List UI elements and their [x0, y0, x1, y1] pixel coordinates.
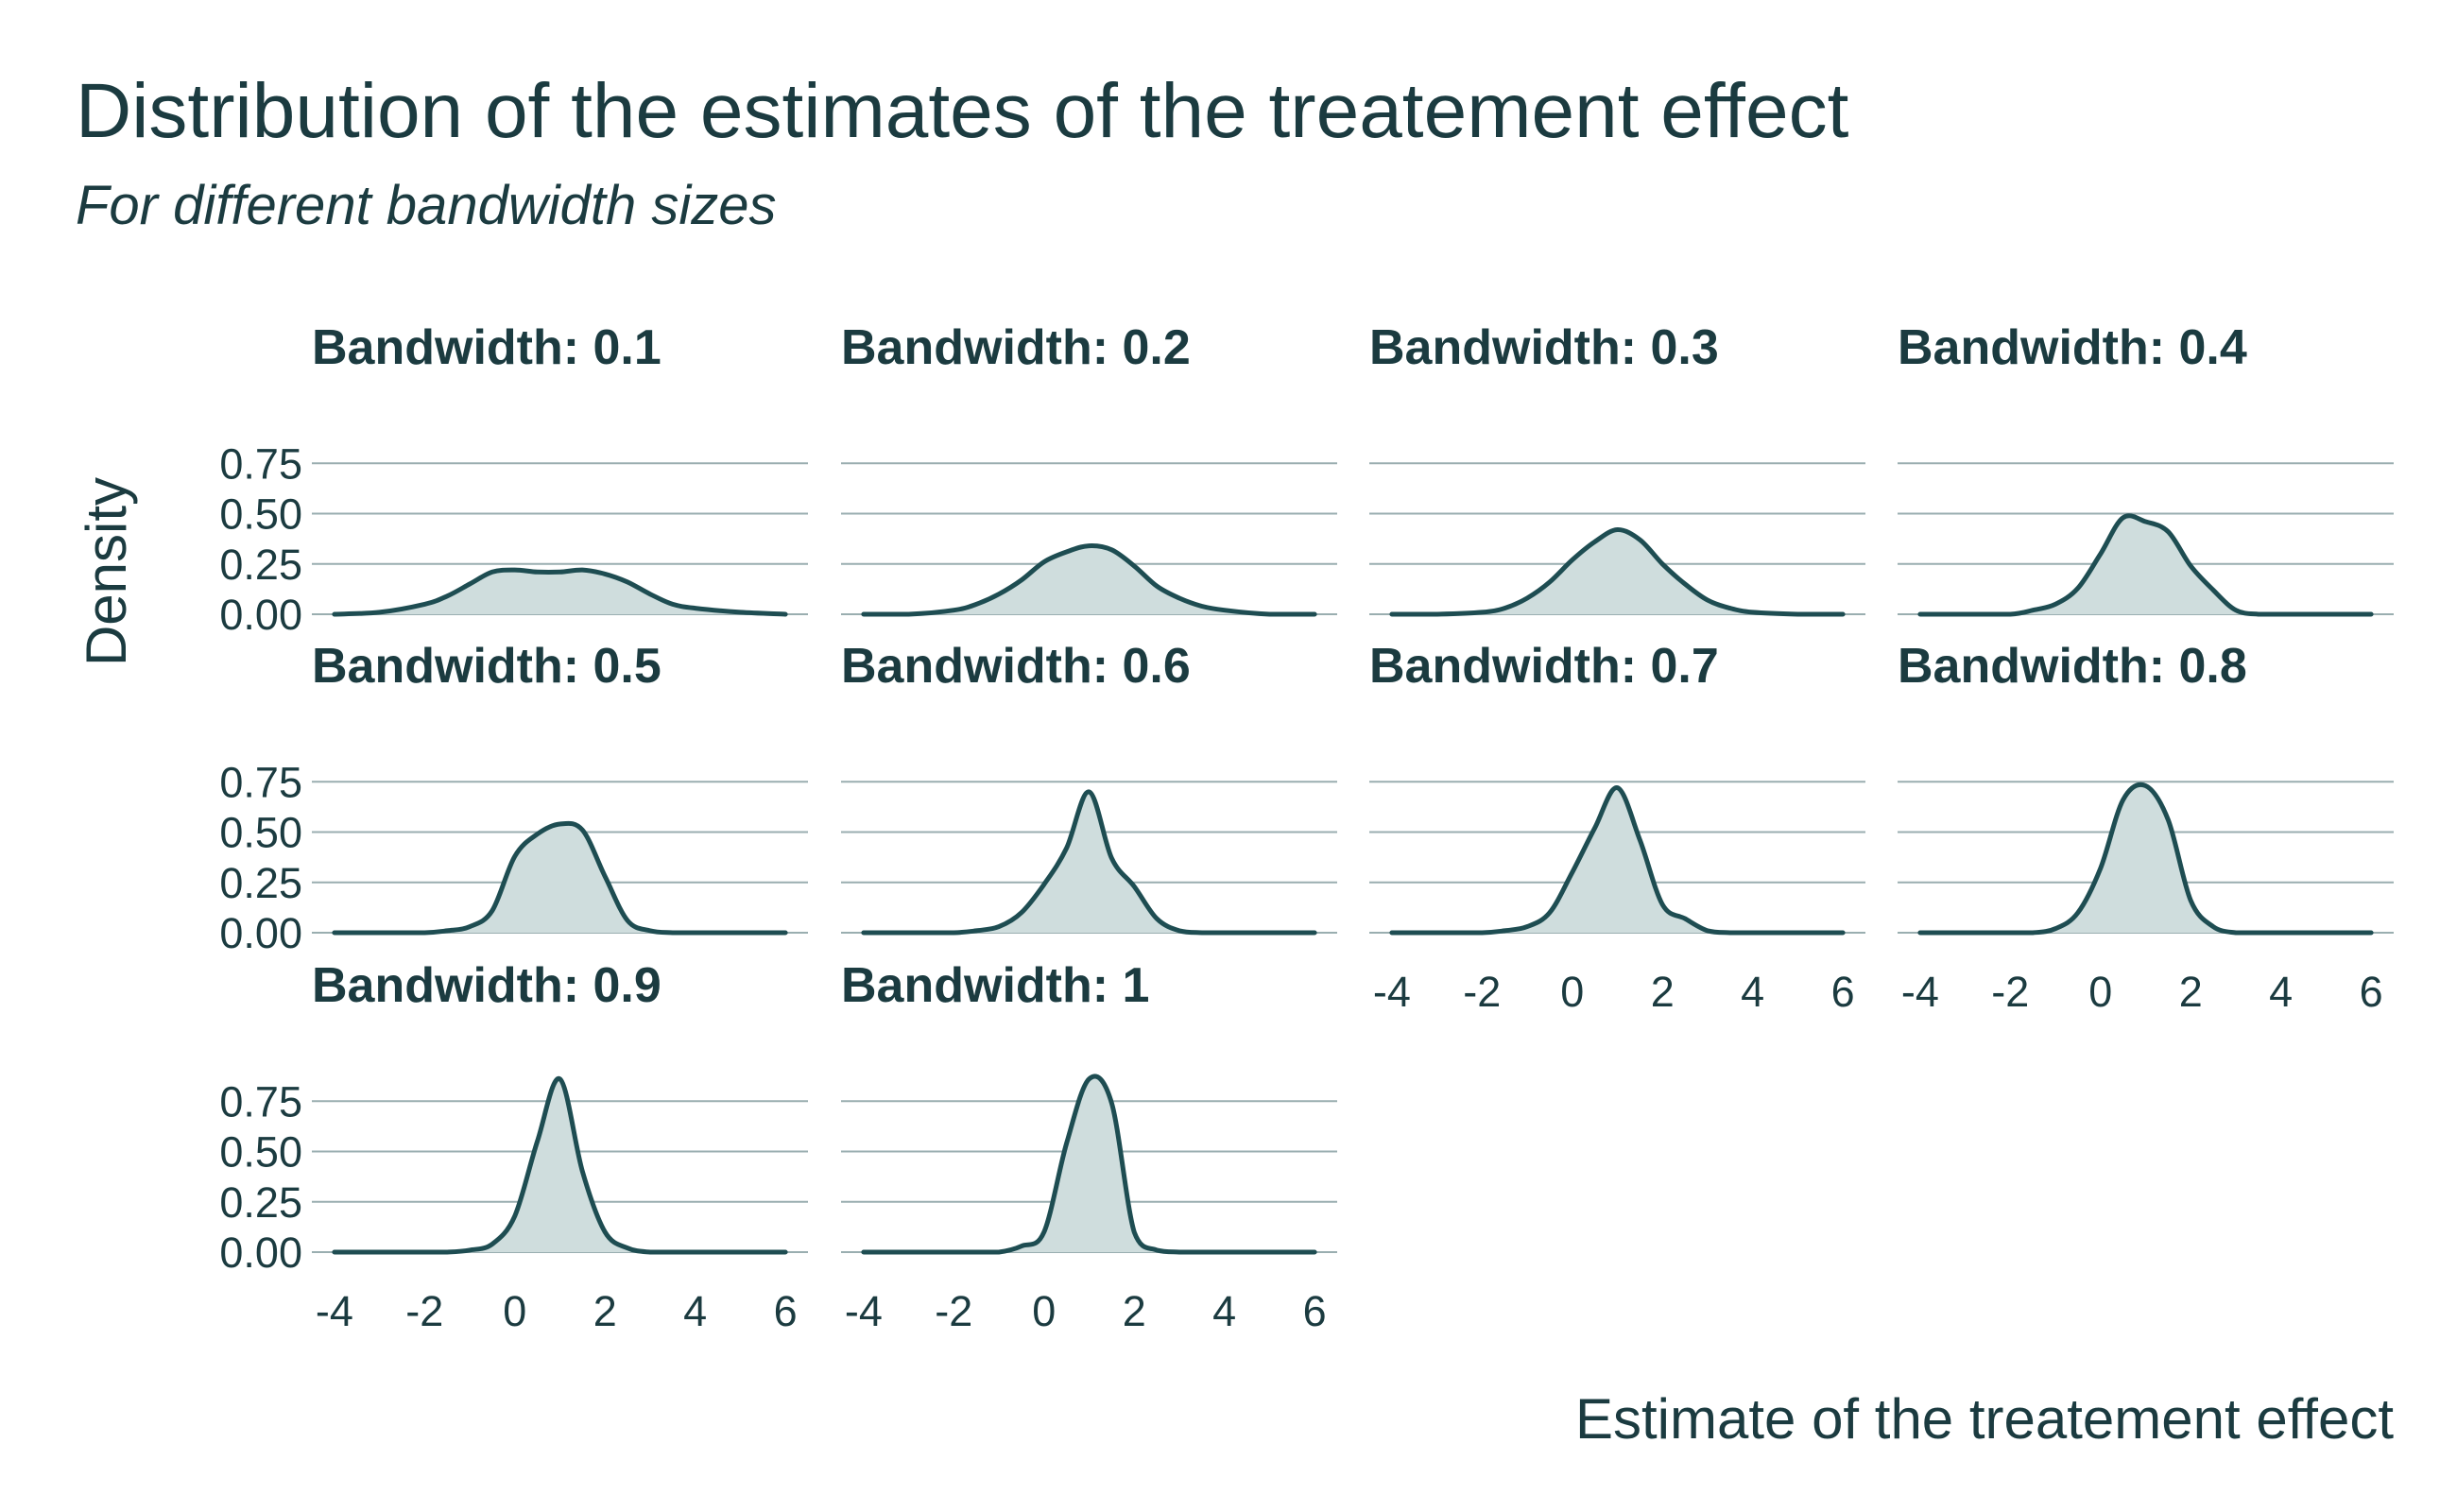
x-tick-label: -2	[405, 1287, 443, 1335]
density-area	[863, 1076, 1315, 1252]
y-axis-title: Density	[75, 477, 138, 666]
facet-panel: Bandwidth: 0.2	[841, 320, 1337, 617]
facet-panel: Bandwidth: 0.1 0.000.250.500.75	[219, 320, 808, 639]
density-area	[334, 1078, 786, 1252]
chart-subtitle: For different bandwidth sizes	[76, 175, 776, 236]
density-curve	[1389, 527, 1846, 617]
density-area	[1919, 784, 2372, 933]
density-curve	[1917, 782, 2374, 936]
density-curve	[332, 1076, 788, 1255]
facet-panel: Bandwidth: 0.7 -4 -2 0 2 4 6	[1369, 639, 1865, 1016]
y-tick-label: 0.00	[219, 591, 302, 639]
y-tick-label: 0.75	[219, 758, 302, 806]
facet-panel: Bandwidth: 0.6	[841, 639, 1337, 936]
facet-strip-label: Bandwidth: 0.1	[312, 320, 662, 375]
x-tick-label: -4	[1901, 968, 1939, 1016]
y-tick-label: 0.50	[219, 490, 302, 539]
x-tick-label: 6	[774, 1287, 798, 1335]
x-axis-title: Estimate of the treatement effect	[1575, 1387, 2394, 1451]
density-curve	[1917, 513, 2374, 617]
facet-panel: Bandwidth: 1 -4 -2 0 2 4 6	[841, 958, 1337, 1335]
x-tick-label: 0	[1560, 968, 1584, 1016]
facet-strip-label: Bandwidth: 1	[841, 958, 1149, 1013]
x-tick-label: 6	[2360, 968, 2383, 1016]
x-tick-label: -4	[1373, 968, 1411, 1016]
x-tick-label: 2	[593, 1287, 617, 1335]
facet-panel: Bandwidth: 0.9 0.000.250.500.75 -4 -2 0 2 4 6	[219, 958, 808, 1335]
facet-panel: Bandwidth: 0.4	[1898, 320, 2394, 617]
x-tick-label: 6	[1303, 1287, 1327, 1335]
y-tick-label: 0.50	[219, 1128, 302, 1177]
y-tick-label: 0.75	[219, 439, 302, 488]
x-tick-label: 2	[2179, 968, 2203, 1016]
density-area	[863, 791, 1315, 933]
facet-strip-label: Bandwidth: 0.6	[841, 639, 1191, 694]
x-tick-label: 0	[2088, 968, 2112, 1016]
x-tick-label: 6	[1831, 968, 1855, 1016]
facet-strip-label: Bandwidth: 0.9	[312, 958, 662, 1013]
facet-strip-label: Bandwidth: 0.2	[841, 320, 1191, 375]
density-curve	[332, 567, 788, 617]
chart-title: Distribution of the estimates of the tre…	[76, 68, 1849, 154]
y-tick-label: 0.25	[219, 1178, 302, 1227]
facet-strip-label: Bandwidth: 0.3	[1369, 320, 1719, 375]
x-tick-label: -2	[1463, 968, 1501, 1016]
x-tick-label: 0	[503, 1287, 526, 1335]
y-tick-label: 0.00	[219, 1228, 302, 1277]
x-tick-label: -2	[1991, 968, 2029, 1016]
x-tick-label: 4	[1741, 968, 1764, 1016]
x-tick-label: 4	[683, 1287, 707, 1335]
x-tick-label: -2	[935, 1287, 972, 1335]
x-tick-label: 2	[1123, 1287, 1146, 1335]
y-tick-label: 0.75	[219, 1077, 302, 1125]
x-tick-label: 4	[2269, 968, 2293, 1016]
density-area	[334, 823, 786, 933]
facet-panel: Bandwidth: 0.3	[1369, 320, 1865, 617]
x-tick-label: -4	[316, 1287, 353, 1335]
density-area	[1391, 529, 1844, 614]
y-tick-label: 0.25	[219, 541, 302, 589]
y-tick-label: 0.00	[219, 909, 302, 957]
density-area	[334, 570, 786, 614]
facet-panels: Bandwidth: 0.10.000.250.500.75Bandwidth:…	[219, 320, 2394, 1335]
density-curve	[861, 789, 1317, 936]
density-area	[1391, 787, 1844, 933]
x-tick-label: 4	[1212, 1287, 1236, 1335]
facet-strip-label: Bandwidth: 0.8	[1898, 639, 2247, 694]
density-curve	[861, 1074, 1317, 1255]
density-curve	[861, 543, 1317, 617]
density-curve	[1389, 785, 1846, 936]
x-tick-label: -4	[845, 1287, 883, 1335]
facet-panel: Bandwidth: 0.5 0.000.250.500.75	[219, 639, 808, 957]
x-tick-label: 2	[1651, 968, 1675, 1016]
y-tick-label: 0.25	[219, 859, 302, 907]
facet-strip-label: Bandwidth: 0.7	[1369, 639, 1719, 694]
facet-strip-label: Bandwidth: 0.5	[312, 639, 662, 694]
facet-panel: Bandwidth: 0.8 -4 -2 0 2 4 6	[1898, 639, 2394, 1016]
density-curve	[332, 820, 788, 936]
x-tick-label: 0	[1032, 1287, 1056, 1335]
facet-strip-label: Bandwidth: 0.4	[1898, 320, 2247, 375]
density-area	[863, 545, 1315, 614]
y-tick-label: 0.50	[219, 809, 302, 857]
density-area	[1919, 515, 2372, 614]
